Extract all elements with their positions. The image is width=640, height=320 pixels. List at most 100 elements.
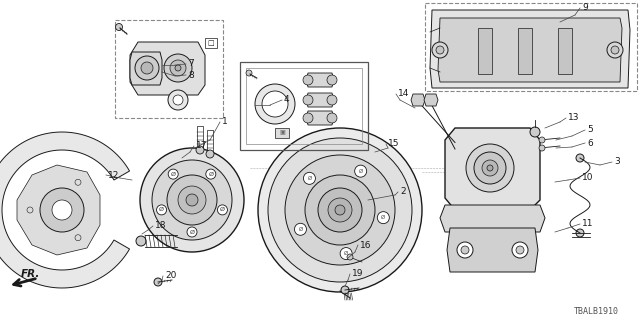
Text: 18: 18 <box>155 221 166 230</box>
Circle shape <box>262 91 288 117</box>
Circle shape <box>347 254 353 260</box>
Circle shape <box>432 42 448 58</box>
Polygon shape <box>130 42 205 95</box>
Bar <box>275 128 289 138</box>
Circle shape <box>487 165 493 171</box>
Text: Ø: Ø <box>208 172 213 177</box>
Circle shape <box>327 75 337 85</box>
Circle shape <box>140 148 244 252</box>
Circle shape <box>436 46 444 54</box>
Polygon shape <box>306 111 334 125</box>
Circle shape <box>335 205 345 215</box>
Circle shape <box>206 169 216 179</box>
Text: 19: 19 <box>352 269 364 278</box>
Circle shape <box>539 137 545 143</box>
Text: □: □ <box>208 40 214 46</box>
Circle shape <box>576 154 584 162</box>
Text: Ø: Ø <box>298 227 303 232</box>
Circle shape <box>154 278 162 286</box>
Circle shape <box>170 60 186 76</box>
Text: 8: 8 <box>188 70 194 79</box>
Text: 11: 11 <box>582 220 593 228</box>
Text: 15: 15 <box>388 140 399 148</box>
Circle shape <box>173 95 183 105</box>
Circle shape <box>168 90 188 110</box>
Circle shape <box>355 165 367 177</box>
Bar <box>518 28 532 74</box>
Text: Ø: Ø <box>189 229 195 235</box>
Circle shape <box>141 62 153 74</box>
Bar <box>240 62 368 150</box>
Text: 4: 4 <box>284 95 290 105</box>
Circle shape <box>187 227 197 237</box>
Bar <box>246 68 362 144</box>
Text: FR.: FR. <box>20 269 40 279</box>
Text: Ø: Ø <box>171 172 176 177</box>
Circle shape <box>246 70 252 76</box>
Circle shape <box>303 95 313 105</box>
Circle shape <box>378 212 389 224</box>
Text: 7: 7 <box>188 60 194 68</box>
Text: Ø: Ø <box>381 215 385 220</box>
Circle shape <box>466 144 514 192</box>
Text: 16: 16 <box>360 241 371 250</box>
Circle shape <box>461 246 469 254</box>
Text: 5: 5 <box>587 125 593 134</box>
Text: Ø: Ø <box>344 251 348 256</box>
Circle shape <box>167 175 217 225</box>
Circle shape <box>175 65 181 71</box>
Circle shape <box>516 246 524 254</box>
Circle shape <box>164 54 192 82</box>
Circle shape <box>136 236 146 246</box>
Text: Ø: Ø <box>307 176 312 181</box>
Polygon shape <box>17 165 100 255</box>
Circle shape <box>135 56 159 80</box>
Circle shape <box>152 160 232 240</box>
Circle shape <box>341 286 349 294</box>
Text: TBALB1910: TBALB1910 <box>573 308 618 316</box>
Polygon shape <box>430 10 630 88</box>
Circle shape <box>186 194 198 206</box>
Bar <box>115 20 223 118</box>
Circle shape <box>327 113 337 123</box>
Circle shape <box>482 160 498 176</box>
Circle shape <box>303 75 313 85</box>
Circle shape <box>327 95 337 105</box>
Circle shape <box>178 186 206 214</box>
Circle shape <box>303 172 316 184</box>
Circle shape <box>258 128 422 292</box>
Circle shape <box>474 152 506 184</box>
Text: 9: 9 <box>582 4 588 12</box>
Circle shape <box>168 169 178 179</box>
Circle shape <box>157 205 166 215</box>
Text: 3: 3 <box>614 157 620 166</box>
Polygon shape <box>306 93 334 107</box>
Circle shape <box>305 175 375 245</box>
Polygon shape <box>445 128 540 210</box>
Text: Ø: Ø <box>358 169 363 174</box>
Circle shape <box>340 248 352 260</box>
Bar <box>558 28 572 74</box>
Circle shape <box>255 84 295 124</box>
Polygon shape <box>438 18 622 82</box>
Circle shape <box>530 127 540 137</box>
Text: 10: 10 <box>582 173 593 182</box>
Circle shape <box>40 188 84 232</box>
Text: 6: 6 <box>587 139 593 148</box>
Polygon shape <box>306 73 334 87</box>
Circle shape <box>539 145 545 151</box>
Polygon shape <box>424 94 438 106</box>
Polygon shape <box>411 94 425 106</box>
Circle shape <box>318 188 362 232</box>
Circle shape <box>611 46 619 54</box>
Polygon shape <box>447 228 538 272</box>
Text: 2: 2 <box>400 188 406 196</box>
Text: Ø: Ø <box>159 207 164 212</box>
Text: ▣: ▣ <box>279 131 285 135</box>
Circle shape <box>115 23 122 30</box>
Circle shape <box>196 146 204 154</box>
Circle shape <box>285 155 395 265</box>
Bar <box>478 28 492 74</box>
Circle shape <box>294 223 307 235</box>
Circle shape <box>607 42 623 58</box>
